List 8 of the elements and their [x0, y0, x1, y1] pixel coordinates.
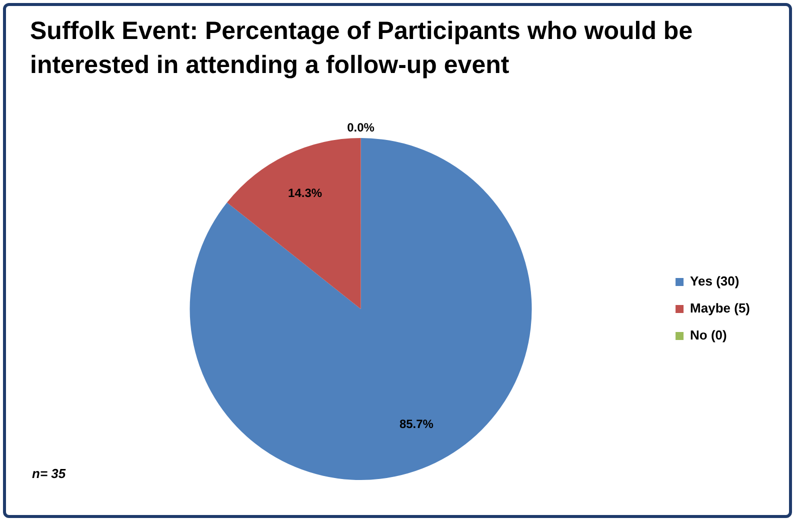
chart-title: Suffolk Event: Percentage of Participants who would be interested in attending a follow-up event: [30, 16, 694, 81]
legend-label: No (0): [690, 328, 727, 343]
data-label: 85.7%: [399, 416, 434, 431]
legend-label: Maybe (5): [690, 300, 750, 316]
text: n= 35: [32, 466, 66, 481]
data-label: 14.3%: [288, 186, 322, 200]
text: 0.0%: [347, 120, 374, 134]
legend-label: Yes (30): [690, 274, 740, 289]
